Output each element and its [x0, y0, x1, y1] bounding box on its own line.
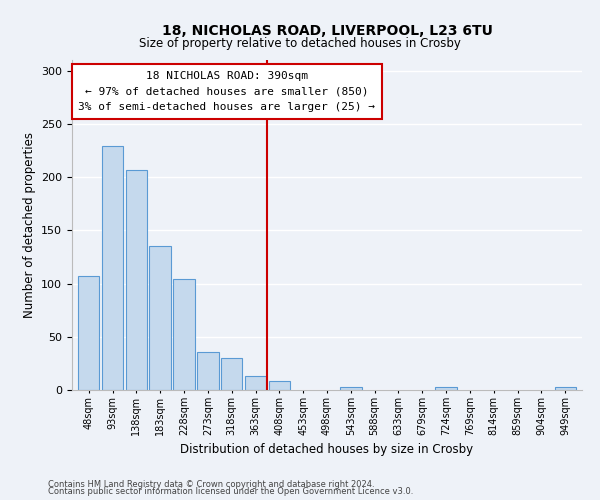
Bar — [340, 387, 362, 390]
Y-axis label: Number of detached properties: Number of detached properties — [23, 132, 35, 318]
Bar — [125, 170, 147, 390]
Bar — [245, 376, 266, 390]
X-axis label: Distribution of detached houses by size in Crosby: Distribution of detached houses by size … — [181, 444, 473, 456]
Text: Contains public sector information licensed under the Open Government Licence v3: Contains public sector information licen… — [48, 487, 413, 496]
Bar — [102, 146, 123, 390]
Text: 18 NICHOLAS ROAD: 390sqm
← 97% of detached houses are smaller (850)
3% of semi-d: 18 NICHOLAS ROAD: 390sqm ← 97% of detach… — [79, 70, 376, 112]
Text: Size of property relative to detached houses in Crosby: Size of property relative to detached ho… — [139, 38, 461, 51]
Bar — [173, 280, 195, 390]
Bar — [78, 276, 100, 390]
Bar — [221, 358, 242, 390]
Bar — [197, 352, 218, 390]
Bar — [269, 382, 290, 390]
Title: 18, NICHOLAS ROAD, LIVERPOOL, L23 6TU: 18, NICHOLAS ROAD, LIVERPOOL, L23 6TU — [161, 24, 493, 38]
Bar — [149, 246, 171, 390]
Bar — [436, 387, 457, 390]
Text: Contains HM Land Registry data © Crown copyright and database right 2024.: Contains HM Land Registry data © Crown c… — [48, 480, 374, 489]
Bar — [554, 387, 576, 390]
